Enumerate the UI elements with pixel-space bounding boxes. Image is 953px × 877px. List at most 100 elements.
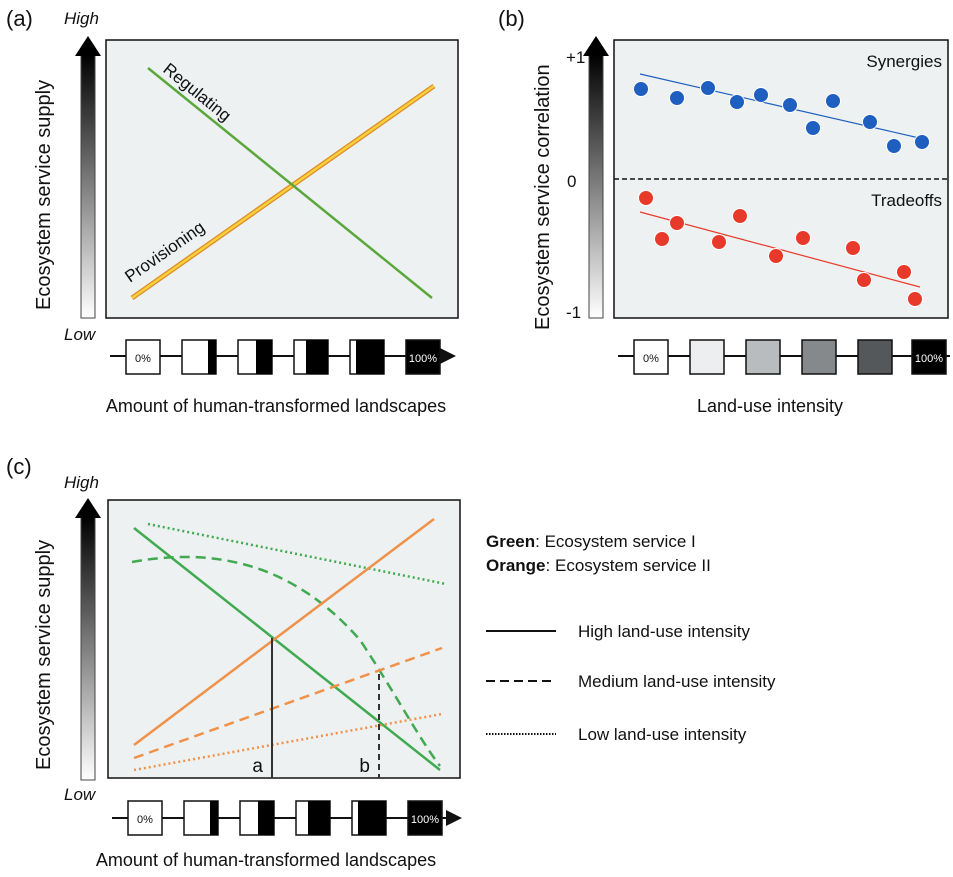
panel-c-arrow-head bbox=[75, 498, 101, 518]
scale-box-3-fill bbox=[308, 801, 330, 835]
panel-b-scale-end: 100% bbox=[915, 353, 943, 365]
panel-b-tradeoffs-points bbox=[638, 190, 923, 307]
intensity-box-5 bbox=[911, 339, 947, 375]
synergy-point bbox=[825, 93, 841, 109]
panel-a-y-high: High bbox=[64, 9, 99, 28]
green-high-intensity-line bbox=[133, 527, 441, 771]
tradeoff-point bbox=[768, 248, 784, 264]
intensity-box-4 bbox=[857, 339, 893, 375]
marker-a-label: a bbox=[252, 756, 263, 777]
legend-orange-key: Orange bbox=[486, 556, 546, 575]
panel-b-y-bottom: -1 bbox=[566, 303, 581, 322]
synergy-point bbox=[914, 134, 930, 150]
panel-a: (a) High Low Ecosystem service supply Re… bbox=[6, 6, 459, 416]
synergy-point bbox=[862, 114, 878, 130]
legend-green-key: Green bbox=[486, 532, 535, 551]
panel-b-synergies-points bbox=[633, 80, 930, 154]
scale-box-4-fill bbox=[358, 801, 386, 835]
panel-b: (b) +1 0 -1 Ecosystem service correlatio… bbox=[498, 6, 950, 416]
scale-box-0 bbox=[127, 800, 163, 836]
green-medium-intensity-curve bbox=[131, 555, 441, 767]
panel-c-scale-start: 0% bbox=[137, 814, 153, 826]
scale-box-2-fill bbox=[258, 801, 274, 835]
panel-c-scale-end: 100% bbox=[411, 814, 439, 826]
intensity-box-0 bbox=[633, 339, 669, 375]
panel-c-label: (c) bbox=[6, 454, 32, 479]
tradeoff-point bbox=[732, 208, 748, 224]
legend-medium-label: Medium land-use intensity bbox=[578, 672, 776, 691]
orange-high-intensity-line bbox=[133, 518, 435, 746]
intensity-box-1 bbox=[689, 339, 725, 375]
synergy-point bbox=[669, 90, 685, 106]
panel-b-y-mid: 0 bbox=[567, 172, 576, 191]
legend-orange-value: : Ecosystem service II bbox=[546, 556, 711, 575]
panel-a-x-label: Amount of human-transformed landscapes bbox=[106, 396, 446, 416]
tradeoff-point bbox=[669, 215, 685, 231]
tradeoff-point bbox=[795, 230, 811, 246]
tradeoff-point bbox=[845, 240, 861, 256]
panel-b-x-label: Land-use intensity bbox=[697, 396, 843, 416]
panel-c-y-high: High bbox=[64, 473, 99, 492]
panel-c-gradient-arrow bbox=[80, 515, 96, 781]
panel-c: (c) High Low Ecosystem service supply a … bbox=[6, 454, 462, 870]
panel-b-scale-boxes: 0% 100% bbox=[633, 339, 947, 375]
panel-a-y-low: Low bbox=[64, 325, 97, 344]
tradeoff-point bbox=[711, 234, 727, 250]
panel-a-regulating-line bbox=[147, 67, 433, 299]
panel-b-scale-start: 0% bbox=[643, 353, 659, 365]
panel-b-label: (b) bbox=[498, 6, 525, 31]
orange-low-intensity-line bbox=[133, 712, 443, 772]
intensity-box-3 bbox=[801, 339, 837, 375]
synergy-point bbox=[633, 81, 649, 97]
scale-box-1-fill bbox=[210, 801, 218, 835]
panel-b-y-top: +1 bbox=[566, 48, 585, 67]
panel-a-scale-end: 100% bbox=[409, 353, 437, 365]
panel-c-y-low: Low bbox=[64, 785, 97, 804]
panel-a-scale-boxes: 0% 100% bbox=[125, 339, 441, 375]
marker-b-label: b bbox=[359, 756, 370, 777]
tradeoff-point bbox=[654, 231, 670, 247]
panel-c-y-label: Ecosystem service supply bbox=[33, 540, 55, 770]
intensity-box-2 bbox=[745, 339, 781, 375]
green-low-intensity-line bbox=[147, 522, 447, 586]
synergy-point bbox=[753, 87, 769, 103]
tradeoff-point bbox=[896, 264, 912, 280]
panel-b-arrow-head bbox=[583, 36, 609, 56]
scale-box-3-fill bbox=[306, 340, 328, 374]
scale-box-4-fill bbox=[356, 340, 384, 374]
panel-c-x-label: Amount of human-transformed landscapes bbox=[96, 850, 436, 870]
legend: Green: Ecosystem service I Orange: Ecosy… bbox=[486, 532, 776, 744]
scale-box-5 bbox=[407, 800, 443, 836]
synergy-point bbox=[729, 94, 745, 110]
legend-high-label: High land-use intensity bbox=[578, 622, 750, 641]
panel-a-gradient-arrow bbox=[80, 53, 96, 319]
panel-a-scale-start: 0% bbox=[135, 353, 151, 365]
panel-c-plot-area bbox=[107, 499, 461, 779]
panel-c-scale-boxes: 0% 100% bbox=[127, 800, 443, 836]
panel-a-arrow-head bbox=[75, 36, 101, 56]
legend-green-value: : Ecosystem service I bbox=[535, 532, 696, 551]
scale-box-1-fill bbox=[208, 340, 216, 374]
panel-b-y-label: Ecosystem service correlation bbox=[532, 64, 554, 330]
tradeoff-point bbox=[638, 190, 654, 206]
panel-a-provisioning-line bbox=[131, 84, 435, 300]
panel-b-gradient-arrow bbox=[588, 53, 604, 319]
panel-a-label: (a) bbox=[6, 6, 33, 31]
scale-box-5 bbox=[405, 339, 441, 375]
synergy-point bbox=[886, 138, 902, 154]
synergy-point bbox=[805, 120, 821, 136]
panel-b-synergies-label: Synergies bbox=[866, 52, 942, 71]
tradeoff-point bbox=[907, 291, 923, 307]
panel-b-tradeoffs-label: Tradeoffs bbox=[871, 191, 942, 210]
scale-box-2-fill bbox=[256, 340, 272, 374]
legend-low-label: Low land-use intensity bbox=[578, 725, 747, 744]
synergy-point bbox=[782, 97, 798, 113]
orange-medium-intensity-line bbox=[133, 646, 443, 760]
legend-orange-row: Orange: Ecosystem service II bbox=[486, 556, 711, 575]
scale-box-0 bbox=[125, 339, 161, 375]
panel-b-plot-area bbox=[613, 39, 949, 319]
legend-green-row: Green: Ecosystem service I bbox=[486, 532, 696, 551]
synergy-point bbox=[700, 80, 716, 96]
panel-a-y-label: Ecosystem service supply bbox=[33, 80, 55, 310]
